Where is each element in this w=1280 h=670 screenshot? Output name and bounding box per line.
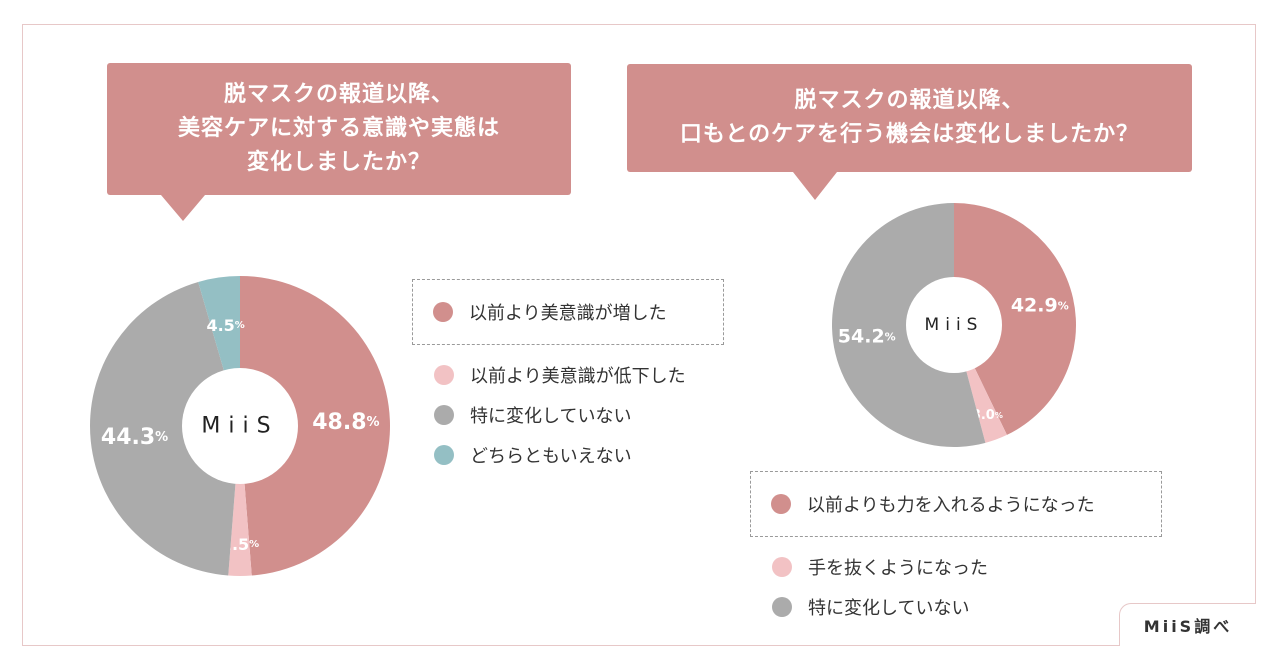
chart2-title-bubble: 脱マスクの報道以降、 口もとのケアを行う機会は変化しましたか？	[627, 64, 1192, 200]
chart2-title-line-2: 口もとのケアを行う機会は変化しましたか？	[679, 122, 1140, 147]
chart1-legend-item-3: どちらともいえない	[434, 435, 724, 475]
chart1-center-hole	[182, 368, 298, 484]
chart1-legend-item-1: 以前より美意識が低下した	[434, 355, 724, 395]
chart2-legend-label-1: 手を抜くようになった	[808, 558, 988, 579]
chart1-title-line-1: 脱マスクの報道以降、	[223, 82, 454, 107]
chart1-legend-swatch-1	[434, 365, 454, 385]
chart2-legend-swatch-0	[771, 494, 791, 514]
chart1-legend-label-2: 特に変化していない	[470, 406, 632, 427]
chart1-legend-label-1: 以前より美意識が低下した	[470, 366, 686, 387]
chart2-legend-item-2: 特に変化していない	[772, 587, 1162, 627]
chart1-legend-swatch-3	[434, 445, 454, 465]
chart2-legend-swatch-1	[772, 557, 792, 577]
chart2-legend-item-0: 以前よりも力を入れるようになった	[750, 471, 1162, 537]
chart2-bubble-tail	[793, 172, 837, 200]
chart2-value-label-2: 54.2%	[838, 325, 896, 347]
chart1-donut: 48.8%2.5%44.3%4.5%MiiS	[90, 276, 390, 576]
chart1-value-label-0: 48.8%	[312, 409, 379, 434]
chart1-title-bubble: 脱マスクの報道以降、 美容ケアに対する意識や実態は 変化しましたか？	[107, 63, 571, 221]
chart2-donut: 42.9%3.0%54.2%MiiS	[831, 203, 1076, 447]
chart2-legend-item-1: 手を抜くようになった	[772, 547, 1162, 587]
chart1-title-line-3: 変化しましたか？	[246, 150, 431, 175]
chart1-legend-swatch-0	[433, 302, 453, 322]
chart2-legend-label-2: 特に変化していない	[808, 598, 970, 619]
chart1-slice-1	[228, 426, 252, 576]
chart2-legend: 以前よりも力を入れるようになった 手を抜くようになった 特に変化していない	[750, 471, 1162, 627]
chart1-legend-label-0: 以前より美意識が増した	[469, 303, 667, 324]
chart2-center-label: MiiS	[925, 315, 984, 335]
chart2-slice-0	[954, 203, 1076, 435]
chart2-center-hole	[906, 277, 1002, 373]
chart1-legend-item-2: 特に変化していない	[434, 395, 724, 435]
chart1-bubble-tail	[161, 195, 205, 221]
chart1-value-label-2: 44.3%	[101, 424, 168, 449]
chart1-slice-0	[240, 276, 390, 576]
chart1-value-label-3: 4.5%	[206, 316, 244, 335]
chart2-value-label-0: 42.9%	[1011, 294, 1069, 316]
source-label: MiiS調べ	[1119, 603, 1256, 646]
chart1-legend-label-3: どちらともいえない	[470, 446, 632, 467]
chart1-slice-2	[90, 281, 240, 576]
chart1-legend-swatch-2	[434, 405, 454, 425]
chart2-title-line-1: 脱マスクの報道以降、	[794, 88, 1025, 113]
chart1-legend: 以前より美意識が増した 以前より美意識が低下した 特に変化していない どちらとも…	[412, 279, 724, 475]
chart2-legend-swatch-2	[772, 597, 792, 617]
chart2-legend-label-0: 以前よりも力を入れるようになった	[807, 495, 1095, 516]
chart1-center-label: MiiS	[201, 414, 278, 439]
chart1-title-line-2: 美容ケアに対する意識や実態は	[177, 116, 500, 141]
chart1-legend-item-0: 以前より美意識が増した	[412, 279, 724, 345]
